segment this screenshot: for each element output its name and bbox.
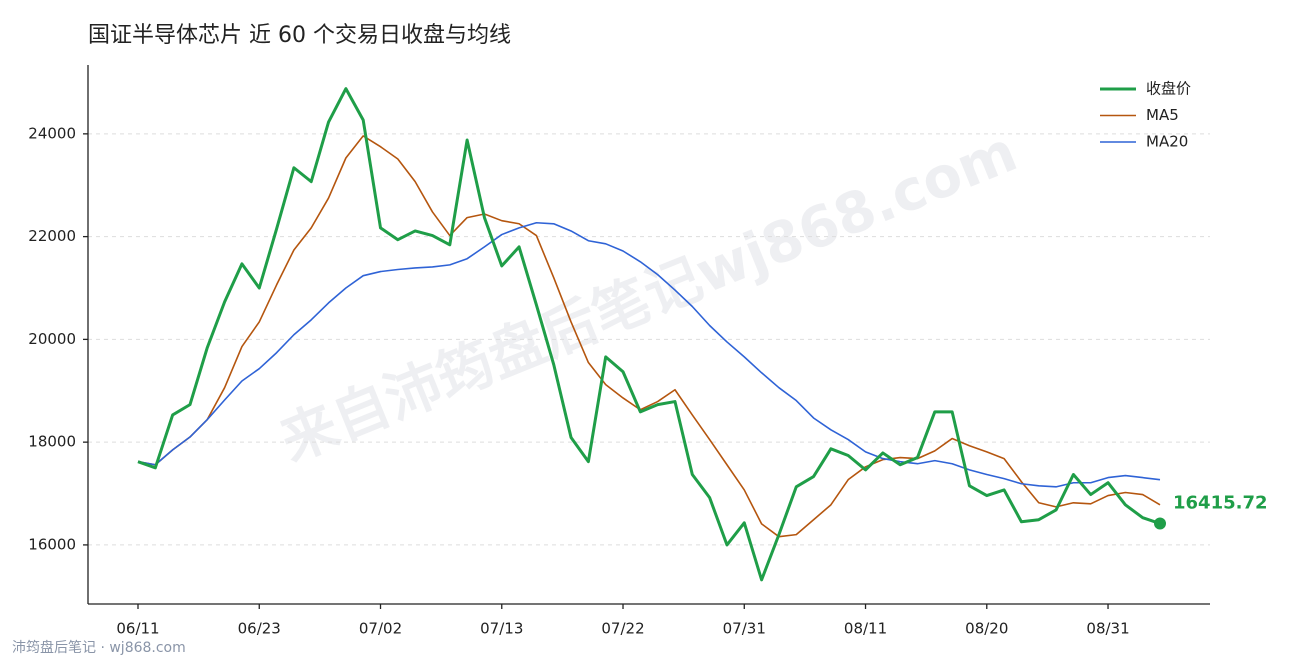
x-tick-label: 07/22: [601, 620, 644, 638]
x-tick-label: 08/11: [844, 620, 887, 638]
x-tick-label: 07/13: [480, 620, 523, 638]
x-tick-label: 07/02: [359, 620, 402, 638]
y-tick-label: 18000: [28, 433, 76, 451]
x-tick-label: 06/23: [238, 620, 281, 638]
y-tick-label: 24000: [28, 124, 76, 142]
x-tick-label: 06/11: [116, 620, 159, 638]
series-line: [137, 87, 1161, 582]
legend-label: 收盘价: [1146, 80, 1191, 98]
x-tick-label: 08/20: [965, 620, 1008, 638]
last-value-label: 16415.72: [1173, 493, 1268, 514]
y-tick-label: 22000: [28, 227, 76, 245]
y-tick-label: 16000: [28, 535, 76, 553]
legend-label: MA20: [1146, 133, 1188, 151]
x-tick-label: 07/31: [723, 620, 766, 638]
last-point: [1154, 517, 1166, 530]
footer: 沛筠盘后笔记 · wj868.com: [12, 639, 186, 656]
series-line: [137, 135, 1161, 538]
watermark: 来自沛筠盘后笔记wj868.com: [272, 119, 1026, 474]
chart-title: 国证半导体芯片 近 60 个交易日收盘与均线: [88, 23, 511, 48]
y-tick-label: 20000: [28, 330, 76, 348]
series-line: [137, 221, 1161, 488]
x-tick-label: 08/31: [1086, 620, 1129, 638]
legend-label: MA5: [1146, 106, 1179, 124]
